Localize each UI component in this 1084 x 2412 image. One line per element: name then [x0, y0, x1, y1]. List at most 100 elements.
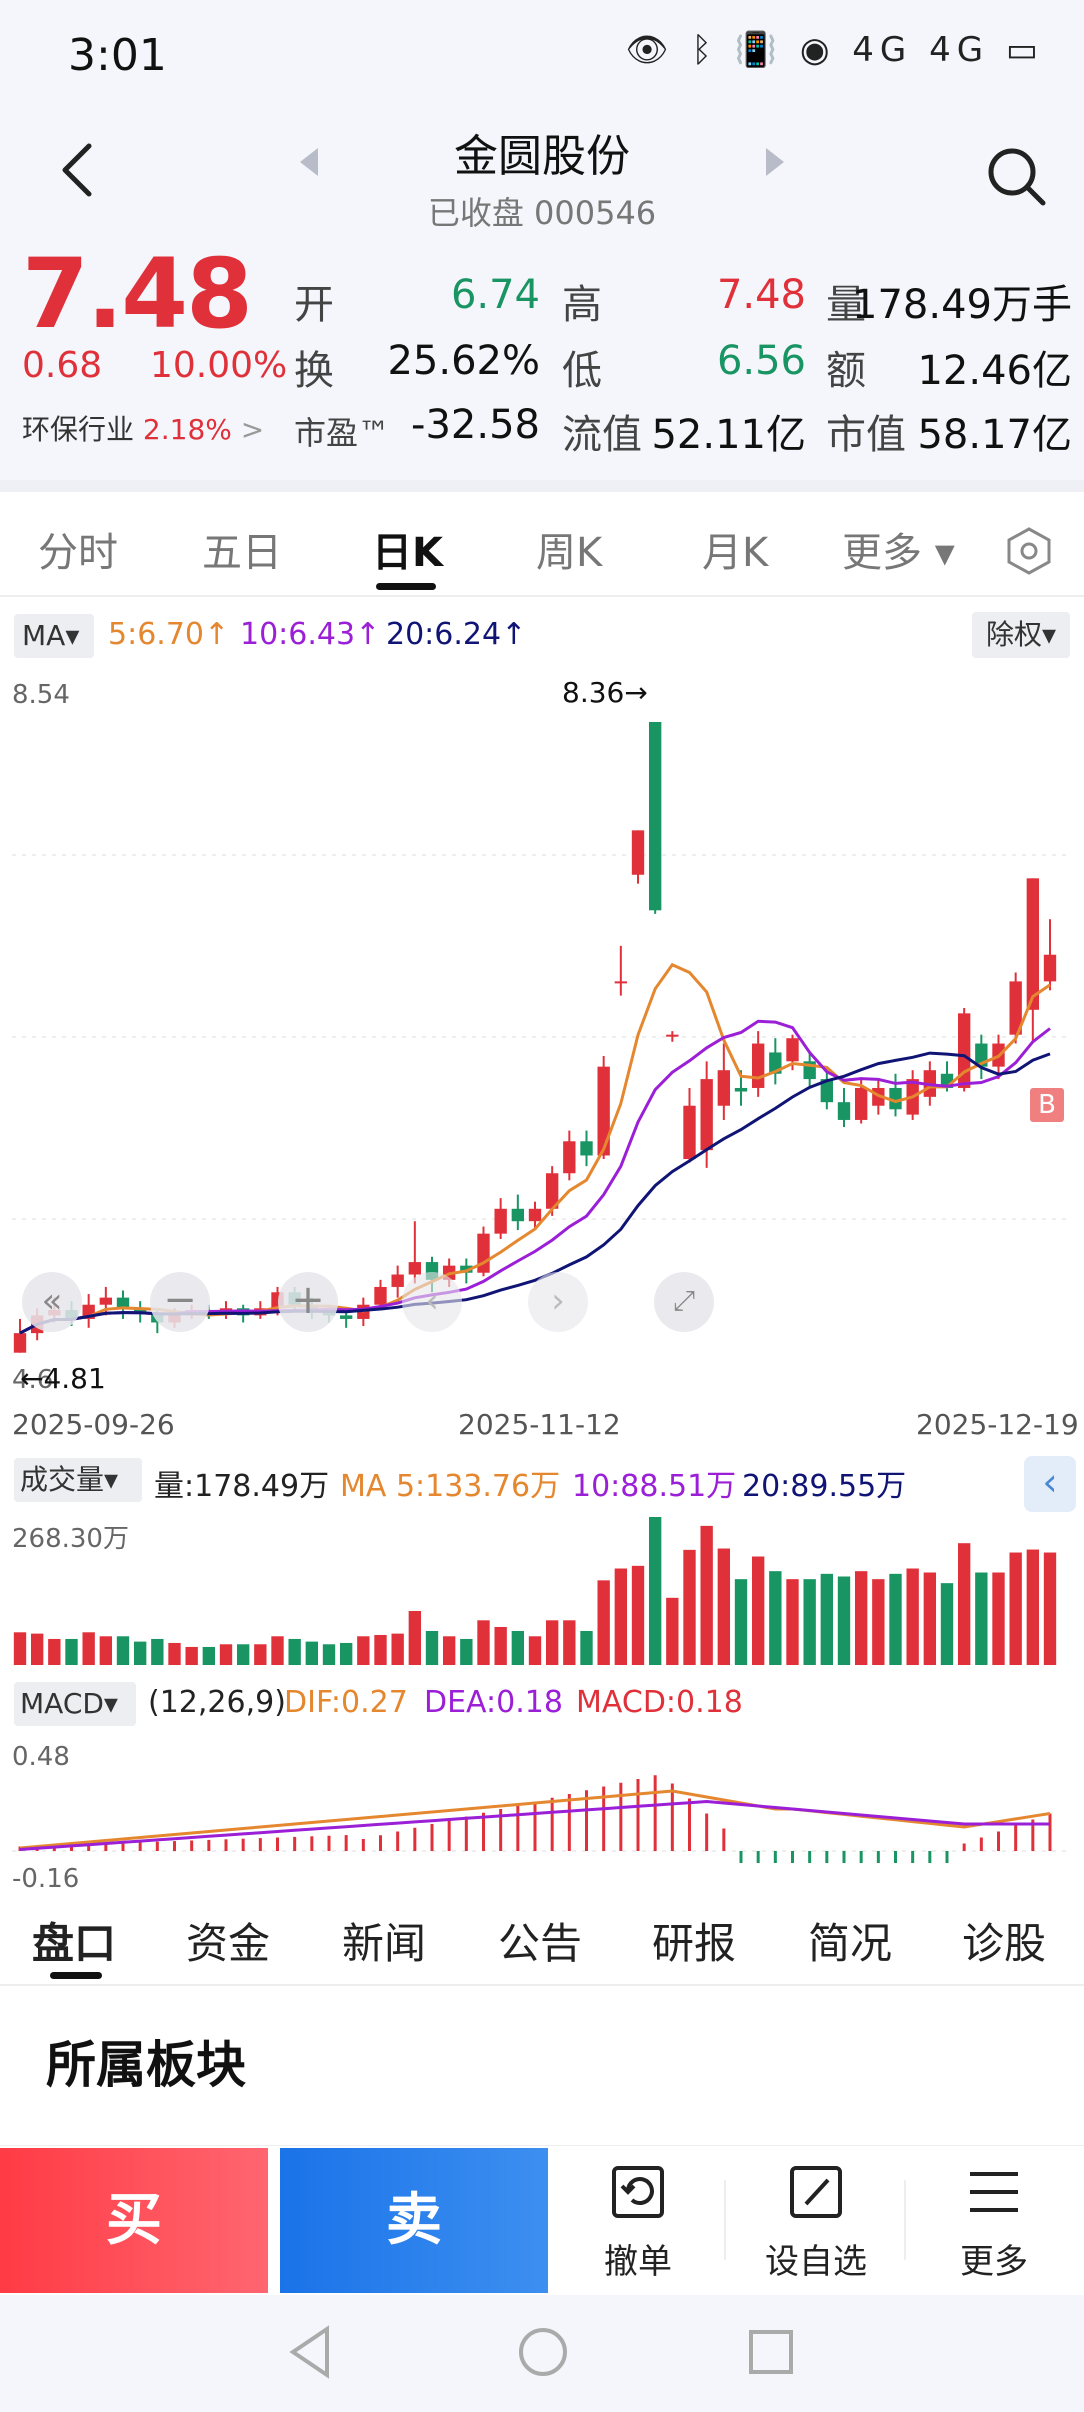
volume-bar	[528, 1636, 542, 1665]
candle-body	[580, 1141, 593, 1156]
quote-panel	[0, 245, 1084, 480]
kline-chart[interactable]	[0, 665, 1084, 1405]
chart-settings-icon[interactable]	[1004, 526, 1054, 576]
tab-profile[interactable]: 简况	[808, 1919, 893, 1968]
volume-bar	[940, 1583, 954, 1665]
volume-bar	[391, 1633, 404, 1665]
info-tabs	[0, 1896, 1084, 1986]
zoom-out-icon[interactable]: −	[150, 1272, 210, 1332]
search-icon[interactable]	[985, 145, 1049, 209]
candle-body	[133, 1308, 147, 1314]
candle-body	[477, 1233, 490, 1273]
quote-value: 25.62%	[387, 338, 540, 384]
candle-body	[99, 1297, 113, 1305]
macd-chart[interactable]	[0, 1735, 1084, 1895]
more-button[interactable]: 更多	[914, 2160, 1074, 2283]
scroll-left-icon[interactable]: ‹	[402, 1272, 462, 1332]
date-start: 2025-09-26	[12, 1408, 175, 1441]
prev-stock-icon[interactable]	[300, 148, 318, 176]
watchlist-label: 设自选	[765, 2242, 867, 2282]
volume-bar	[494, 1626, 507, 1665]
scroll-right-icon[interactable]: ›	[528, 1272, 588, 1332]
fullscreen-icon[interactable]: ⤢	[654, 1272, 714, 1332]
candle-body	[666, 1034, 679, 1037]
nav-recents-icon[interactable]	[746, 2327, 796, 2377]
tab-five-day[interactable]: 五日	[202, 530, 282, 576]
macd-selector[interactable]: MACD▾	[14, 1682, 136, 1726]
quote-value: 7.48	[716, 272, 806, 318]
volume-bar	[631, 1565, 645, 1665]
volume-bar	[99, 1636, 113, 1665]
ma-selector[interactable]: MA▾	[14, 614, 94, 658]
nav-home-icon[interactable]	[516, 2325, 570, 2379]
next-stock-icon[interactable]	[766, 148, 784, 176]
scroll-start-icon[interactable]: «	[22, 1272, 82, 1332]
candle-body	[1043, 954, 1057, 982]
tab-intraday[interactable]: 分时	[38, 530, 118, 576]
volume-bar	[82, 1632, 95, 1665]
zoom-in-icon[interactable]: +	[278, 1272, 338, 1332]
collapse-panel-icon[interactable]: ‹	[1024, 1456, 1076, 1512]
quote-value: 12.46亿	[917, 348, 1072, 394]
back-icon[interactable]	[55, 140, 99, 200]
candle-body	[545, 1173, 559, 1209]
kline-max-mark: 8.36→	[562, 676, 648, 709]
volume-bar	[872, 1579, 885, 1665]
volume-bar	[717, 1548, 731, 1665]
tab-funds[interactable]: 资金	[186, 1919, 271, 1968]
volume-bar	[597, 1580, 610, 1665]
volume-bar	[408, 1610, 422, 1665]
volume-bar	[30, 1633, 44, 1665]
tab-monthly-k[interactable]: 月K	[702, 530, 769, 576]
status-icons: 👁 ᛒ 📳 ◉ 4G 4G ▭	[625, 30, 1044, 70]
sell-button[interactable]: 卖	[280, 2148, 548, 2293]
tab-weekly-k[interactable]: 周K	[536, 530, 603, 576]
volume-bar	[769, 1571, 782, 1665]
volume-ma5: MA 5:133.76万	[340, 1469, 561, 1504]
quote-label: 流值	[562, 412, 642, 458]
volume-bar	[1009, 1552, 1022, 1665]
menu-icon	[970, 2172, 1018, 2212]
tab-announcements[interactable]: 公告	[498, 1919, 583, 1968]
quote-label: 市盈™	[294, 414, 391, 452]
tab-news[interactable]: 新闻	[342, 1919, 427, 1968]
revoke-order-button[interactable]: 撤单	[558, 2160, 718, 2283]
volume-bar	[957, 1543, 971, 1665]
tab-research[interactable]: 研报	[652, 1919, 737, 1968]
tab-diagnosis[interactable]: 诊股	[962, 1919, 1047, 1968]
industry-link[interactable]: 环保行业 2.18% >	[22, 408, 264, 448]
candle-body	[563, 1141, 576, 1174]
tab-order-book[interactable]: 盘口	[32, 1919, 117, 1968]
volume-value: 量:178.49万	[154, 1469, 330, 1504]
sector-section-title: 所属板块	[46, 2036, 246, 2094]
tab-more[interactable]: 更多 ▾	[842, 530, 955, 576]
price-change-pct: 10.00%	[150, 345, 288, 386]
volume-bars	[13, 1517, 1057, 1665]
volume-bar	[116, 1636, 130, 1665]
candle-body	[854, 1087, 868, 1120]
quote-value: 6.74	[450, 272, 540, 318]
candle-body	[889, 1087, 902, 1110]
action-separator	[724, 2180, 726, 2260]
volume-chart[interactable]	[0, 1510, 1084, 1670]
candle-body	[339, 1315, 353, 1319]
divider	[0, 480, 1084, 492]
tab-daily-k[interactable]: 日K	[372, 530, 443, 576]
adjust-selector[interactable]: 除权▾	[972, 612, 1070, 658]
add-watchlist-button[interactable]: 设自选	[736, 2160, 896, 2283]
volume-bar	[1043, 1552, 1057, 1665]
candle-body	[511, 1208, 525, 1222]
volume-bar	[442, 1636, 456, 1665]
candle-body	[751, 1043, 765, 1088]
dea-line	[19, 1799, 1050, 1851]
industry-label: 环保行业	[22, 413, 135, 446]
kline-grid	[12, 854, 1070, 1220]
candle-body	[717, 1070, 731, 1106]
nav-back-icon[interactable]	[285, 2325, 335, 2379]
buy-button[interactable]: 买	[0, 2148, 268, 2293]
volume-selector[interactable]: 成交量▾	[14, 1458, 142, 1502]
volume-bar	[254, 1644, 267, 1665]
volume-ma10: 10:88.51万	[572, 1469, 737, 1504]
volume-bar	[13, 1632, 27, 1665]
quote-value: 58.17亿	[917, 412, 1072, 458]
